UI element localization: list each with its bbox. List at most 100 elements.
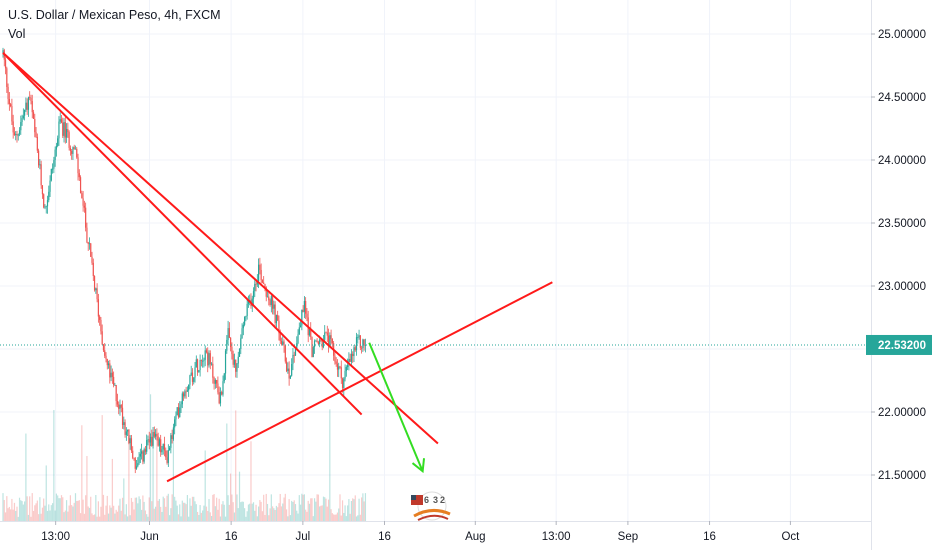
trendline-1[interactable]	[2, 52, 439, 445]
candle-body	[207, 352, 209, 366]
volume-bar	[99, 516, 101, 521]
candle-body	[71, 150, 73, 154]
candle-body	[296, 343, 298, 350]
volume-bar	[224, 516, 227, 521]
candle-body	[264, 283, 266, 288]
time-axis[interactable]: 13:00 Jun 16 Jul 16 Aug 13:00 Sep 16 Oct	[41, 521, 800, 543]
candle-body	[106, 358, 108, 366]
volume-bar	[43, 498, 45, 521]
x-tick-label: 16	[378, 531, 391, 543]
candle-body	[258, 264, 260, 282]
candle-body	[104, 350, 106, 356]
candle-body	[127, 429, 129, 432]
volume-bar	[64, 510, 66, 521]
volume-bar	[335, 514, 337, 521]
candle-body	[196, 359, 199, 373]
volume-bar	[83, 513, 85, 521]
volume-bar	[204, 450, 206, 521]
candle-body	[24, 109, 26, 116]
candle-body	[102, 344, 105, 351]
volume-bar	[135, 497, 138, 521]
svg-text:3: 3	[433, 495, 438, 505]
volume-bar	[10, 509, 12, 521]
volume-bar	[354, 495, 356, 521]
volume-bar	[184, 502, 186, 521]
x-tick-label: Jul	[296, 531, 311, 543]
candle-body	[319, 339, 321, 345]
volume-bar	[219, 516, 222, 521]
candle-body	[214, 380, 216, 384]
candle-body	[101, 331, 103, 345]
candle-body	[82, 198, 84, 206]
volume-bar	[139, 499, 141, 521]
candle-body	[200, 360, 202, 361]
volume-bar	[288, 499, 290, 521]
volume-bar	[143, 501, 145, 521]
candle-body	[352, 353, 354, 357]
volume-bar	[315, 501, 317, 521]
volume-bar	[111, 458, 113, 521]
candle-body	[222, 381, 224, 395]
candle-body	[74, 148, 77, 150]
volume-bar	[226, 423, 228, 521]
candle-body	[349, 358, 351, 362]
trendline-3[interactable]	[166, 281, 553, 483]
volume-bar	[148, 497, 150, 521]
volume-bar	[170, 508, 172, 521]
candle-body	[246, 303, 248, 316]
candle-body	[2, 50, 4, 53]
candle-body	[287, 368, 289, 372]
volume-bar	[41, 507, 44, 521]
x-tick-label: 16	[225, 531, 238, 543]
candle-body	[298, 327, 300, 335]
volume-bar	[255, 504, 257, 521]
candle-body	[135, 466, 138, 469]
volume-bar	[44, 505, 46, 521]
volume-bar	[345, 516, 347, 521]
candle-body	[251, 298, 253, 307]
volume-bar	[146, 514, 148, 521]
candle-body	[236, 363, 238, 372]
candle-body	[44, 206, 46, 208]
volume-bar	[151, 501, 153, 521]
candle-body	[233, 359, 236, 365]
volume-bar	[294, 504, 297, 521]
volume-bar	[313, 498, 316, 521]
candle-body	[320, 339, 322, 341]
candle-body	[348, 358, 350, 366]
candle-body	[334, 355, 336, 362]
candle-body	[324, 332, 326, 340]
volume-bar	[231, 494, 233, 521]
volume-bar	[198, 514, 200, 521]
volume-bar	[357, 515, 359, 521]
volume-bar	[160, 506, 162, 521]
candle-body	[10, 104, 12, 107]
volume-bar	[338, 508, 340, 521]
candle-body	[302, 309, 304, 312]
candle-body	[241, 328, 243, 339]
price-axis[interactable]: 25.00000 24.50000 24.00000 23.50000 23.00000…	[871, 29, 926, 482]
volume-bar	[221, 504, 223, 521]
candle-body	[335, 361, 337, 364]
candle-body	[151, 436, 153, 446]
volume-bar	[149, 394, 152, 521]
volume-bar	[95, 495, 97, 521]
candle-body	[242, 324, 244, 329]
candle-body	[87, 242, 89, 244]
volume-bar	[102, 494, 105, 521]
trendline-2[interactable]	[2, 52, 363, 416]
candle-body	[144, 449, 147, 452]
candle-body	[167, 450, 169, 463]
candle-body	[271, 296, 274, 309]
volume-bar	[340, 515, 342, 521]
projection-arrow[interactable]	[368, 342, 424, 472]
candle-body	[209, 353, 211, 365]
volume-bar	[240, 502, 242, 521]
volume-bar	[97, 501, 99, 521]
candle-body	[325, 332, 327, 334]
drawings[interactable]	[2, 52, 553, 483]
candle-body	[316, 340, 318, 343]
candle-body	[79, 177, 82, 194]
volume-bar	[254, 510, 256, 521]
